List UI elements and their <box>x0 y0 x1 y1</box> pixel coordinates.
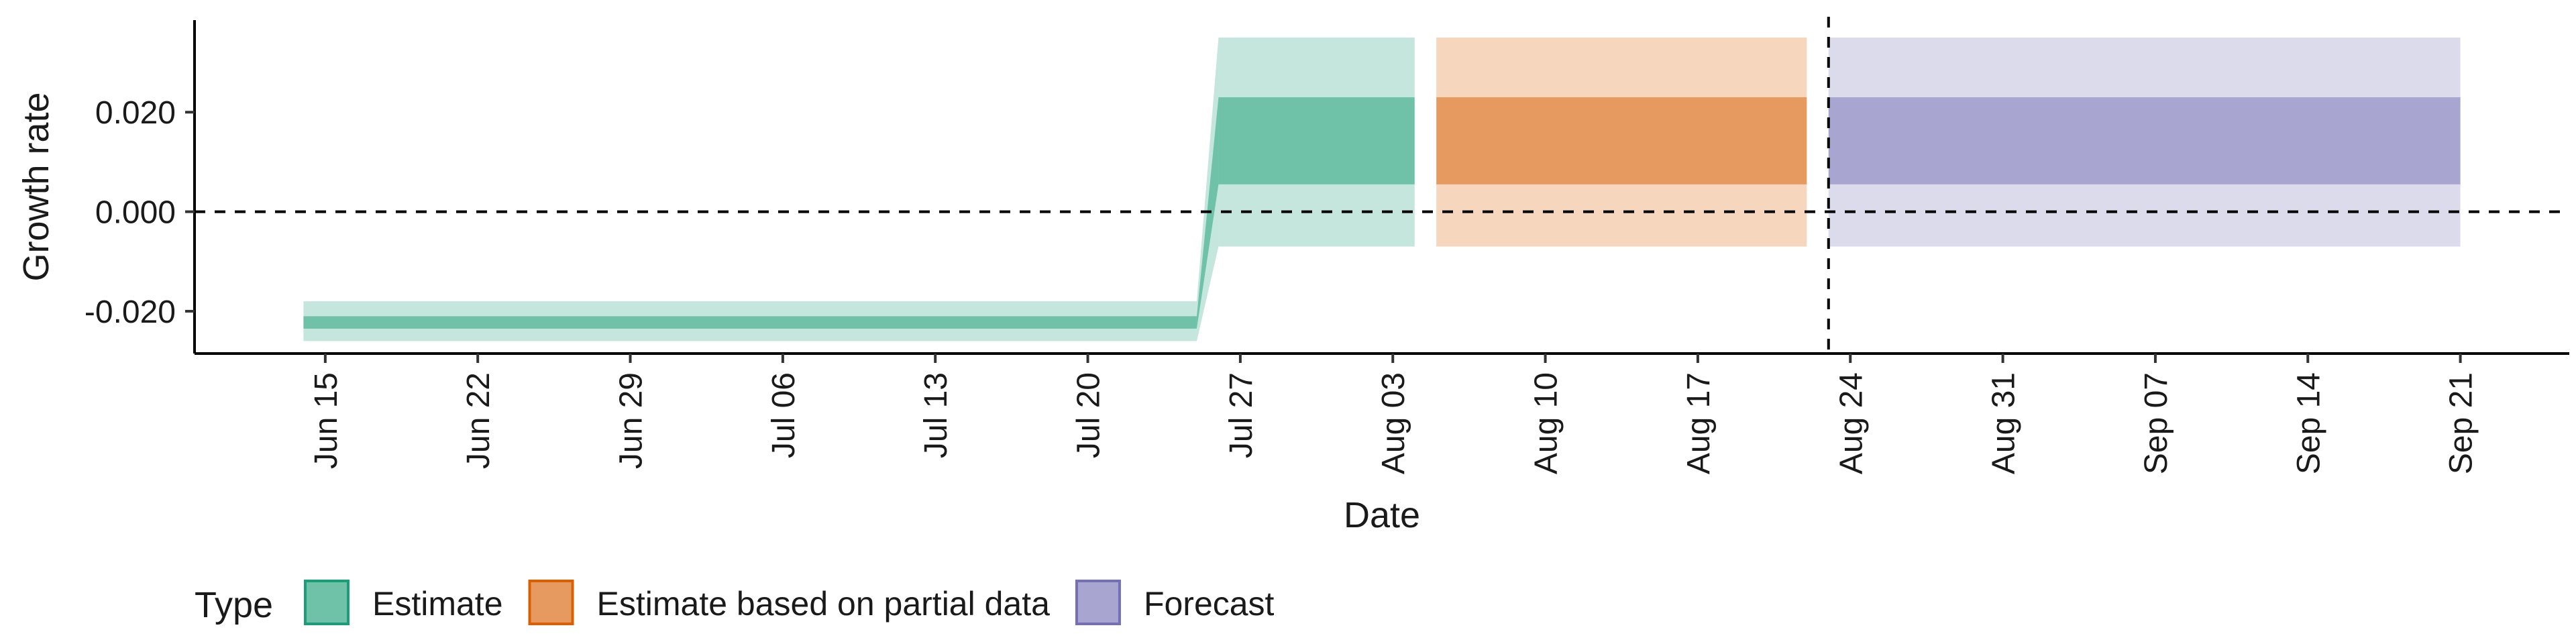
x-tick-label: Sep 14 <box>2291 372 2326 474</box>
x-tick-label: Jul 13 <box>918 372 954 458</box>
estimate-inner-band-2 <box>1218 97 1415 184</box>
estimate-inner-band-1 <box>303 316 1197 329</box>
ribbon-layer <box>303 37 2461 341</box>
x-tick-label: Jul 20 <box>1071 372 1107 458</box>
legend-swatch-estimate-based-on-partial-data <box>528 580 574 625</box>
x-tick-label: Sep 21 <box>2444 372 2479 474</box>
x-axis-ticks: Jun 15 Jun 22 Jun 29 Jul 06 Jul 13 Jul 20 Jul … <box>309 354 2479 474</box>
x-tick-label: Sep 07 <box>2139 372 2174 474</box>
legend-title: Type <box>195 585 273 625</box>
forecast-inner-band-1 <box>1828 97 2461 184</box>
x-tick-label: Aug 03 <box>1376 372 1411 474</box>
legend-swatch-estimate <box>304 580 350 625</box>
x-tick-label: Aug 10 <box>1529 372 1564 474</box>
x-tick-label: Jun 29 <box>614 372 649 469</box>
y-tick-label: 0.000 <box>95 195 176 231</box>
y-axis-title: Growth rate <box>16 92 56 281</box>
legend: Type Estimate Estimate based on partial d… <box>195 580 1275 625</box>
x-tick-label: Jun 22 <box>461 372 496 469</box>
x-tick-label: Aug 31 <box>1986 372 2022 474</box>
axes <box>193 20 2569 355</box>
legend-label-estimate: Estimate <box>372 585 503 623</box>
y-axis-ticks: 0.020 0.000 -0.020 <box>85 95 195 330</box>
legend-swatch-forecast <box>1075 580 1121 625</box>
estimate-based-on-partial-data-inner-band-1 <box>1436 97 1807 184</box>
reference-lines <box>195 17 2569 354</box>
x-axis-title: Date <box>1344 495 1420 535</box>
x-tick-label: Aug 24 <box>1833 372 1869 474</box>
legend-label-forecast: Forecast <box>1144 585 1275 623</box>
x-tick-label: Aug 17 <box>1681 372 1717 474</box>
y-tick-label: 0.020 <box>95 95 176 131</box>
legend-label-estimate-based-on-partial-data: Estimate based on partial data <box>597 585 1051 623</box>
x-tick-label: Jul 06 <box>766 372 802 458</box>
x-tick-label: Jun 15 <box>309 372 344 469</box>
x-tick-label: Jul 27 <box>1224 372 1259 458</box>
y-tick-label: -0.020 <box>85 294 176 330</box>
